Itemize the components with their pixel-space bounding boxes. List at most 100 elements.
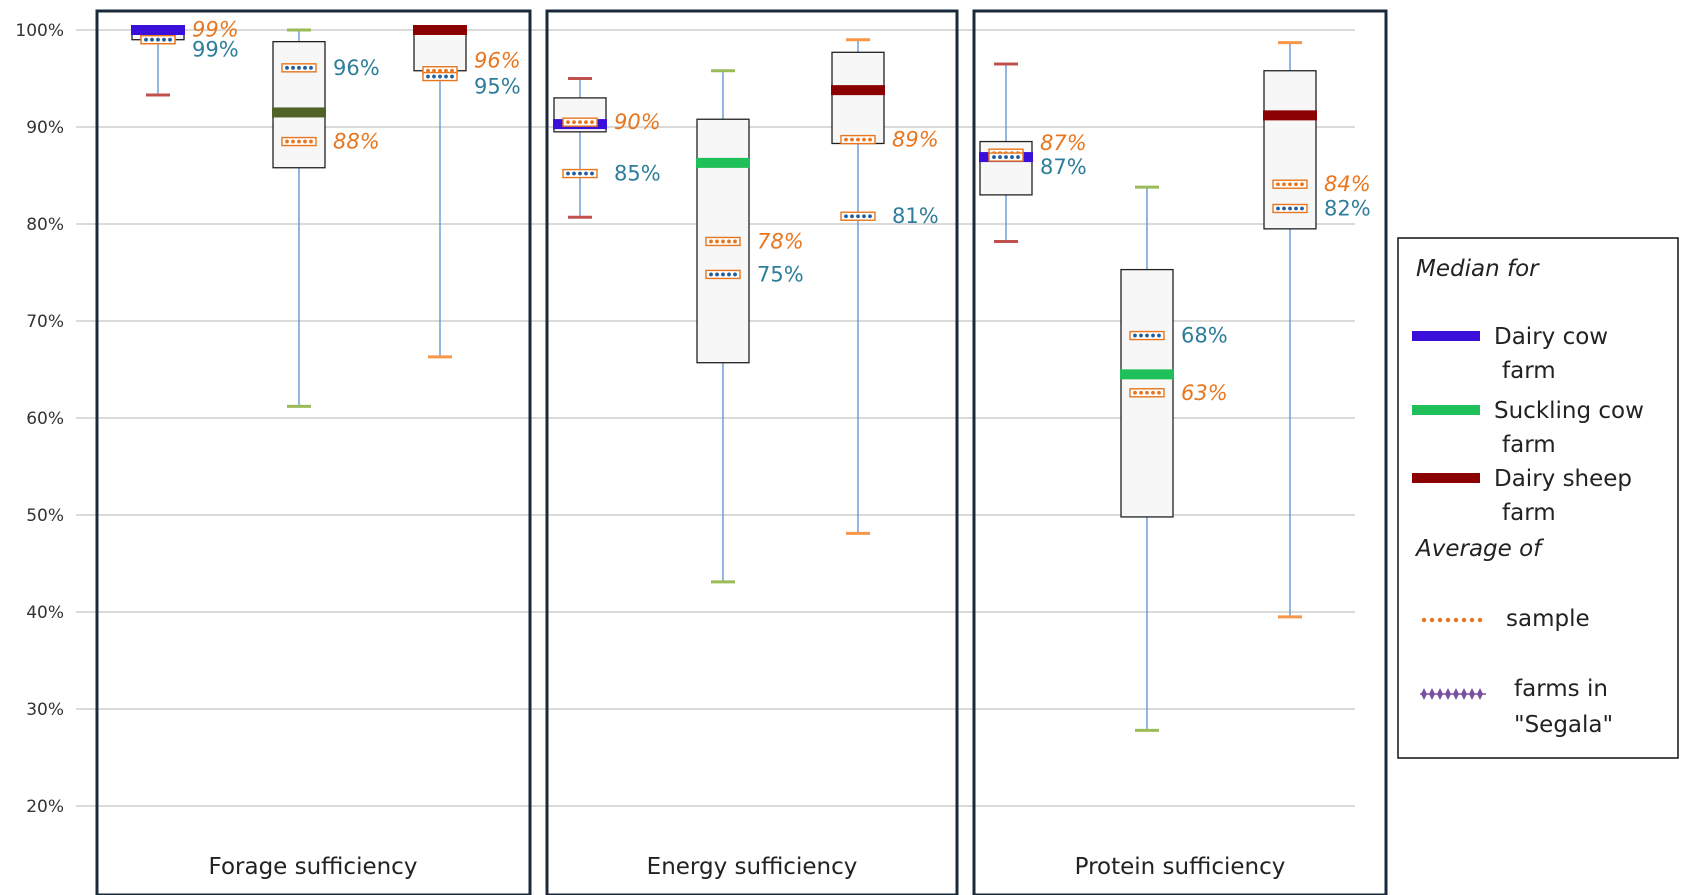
- marker-dot: [1300, 206, 1304, 211]
- marker-dot: [450, 68, 454, 73]
- segala-average-marker: [281, 63, 317, 73]
- legend-swatch: [1412, 405, 1480, 415]
- marker-dot: [1157, 333, 1161, 338]
- marker-dot: [297, 139, 301, 144]
- marker-dot: [1139, 333, 1143, 338]
- box-plot-2-1: 63% 68%: [1120, 185, 1228, 732]
- marker-dot: [1010, 155, 1014, 159]
- segala-average-label: 95%: [474, 75, 521, 99]
- marker-dot: [584, 120, 588, 125]
- panel-frame: [545, 9, 959, 895]
- legend-item-label: Dairy cow: [1494, 324, 1608, 350]
- marker-dot: [584, 171, 588, 176]
- legend-dot: [1429, 617, 1435, 623]
- marker-dot: [156, 37, 160, 42]
- marker-dot: [291, 65, 295, 70]
- sample-average-marker: [281, 136, 317, 147]
- marker-dot: [862, 214, 866, 219]
- marker-dot: [168, 37, 172, 42]
- segala-average-marker: [1272, 203, 1308, 214]
- legend-frame: [1397, 237, 1679, 759]
- marker-dot: [572, 171, 576, 176]
- segala-average-label: 87%: [1040, 155, 1087, 179]
- sample-average-marker: [562, 117, 598, 127]
- marker-dot: [1300, 182, 1304, 187]
- legend-diamond: [1421, 688, 1427, 700]
- marker-dot: [992, 155, 996, 159]
- legend-dot: [1469, 617, 1475, 623]
- marker-dot: [438, 68, 442, 73]
- segala-average-marker: [422, 71, 458, 82]
- marker-dot: [578, 120, 582, 125]
- marker-dot: [868, 137, 872, 142]
- legend-dot: [1453, 617, 1459, 623]
- box-rect: [831, 51, 885, 145]
- marker-dot: [309, 65, 313, 70]
- median-bar: [1120, 369, 1174, 380]
- marker-dot: [1294, 182, 1298, 187]
- marker-dot: [1133, 390, 1137, 395]
- marker-dot: [426, 68, 430, 73]
- legend-item-label: farms in: [1514, 676, 1608, 702]
- y-axis-tick-labels: 20% 30% 40% 50% 60% 70% 80% 90% 100%: [15, 21, 64, 817]
- median-bar: [272, 107, 326, 118]
- legend-diamond: [1445, 688, 1451, 700]
- box-plot-1-2: 89% 81%: [831, 38, 939, 535]
- marker-dot: [1288, 206, 1292, 211]
- sample-average-marker: [1129, 388, 1165, 398]
- marker-dot: [444, 68, 448, 73]
- segala-average-marker: [705, 269, 741, 280]
- sample-average-marker: [1272, 179, 1308, 189]
- legend-dot: [1461, 617, 1467, 623]
- median-bar: [413, 25, 467, 35]
- marker-dot: [1151, 390, 1155, 395]
- panel-label: Energy sufficiency: [647, 854, 858, 880]
- box-plot-2-2: 84%82%: [1263, 41, 1371, 619]
- marker-dot: [566, 120, 570, 125]
- segala-average-label: 85%: [614, 162, 661, 186]
- sample-average-label: 99%: [192, 18, 239, 42]
- marker-dot: [709, 272, 713, 277]
- box-plot-0-0: 99%99%: [131, 18, 239, 97]
- legend-item-label: sample: [1506, 606, 1590, 632]
- marker-dot: [150, 37, 154, 42]
- marker-dot: [733, 239, 737, 244]
- legend: Median for Dairy cow farm Suckling cow farm D…: [1397, 237, 1679, 759]
- panels: Forage sufficiency Energy sufficiency Prot…: [95, 9, 1388, 895]
- box-plot-1-0: 90% 85%: [553, 77, 661, 219]
- sample-average-marker: [705, 236, 741, 247]
- legend-dot: [1437, 617, 1443, 623]
- y-tick-label: 80%: [26, 215, 64, 235]
- sample-average-label: 84%: [1324, 172, 1371, 196]
- box-rect: [272, 40, 326, 169]
- marker-dot: [426, 74, 430, 79]
- marker-dot: [450, 74, 454, 79]
- sample-average-label: 89%: [892, 128, 939, 152]
- y-tick-label: 90%: [26, 118, 64, 138]
- legend-swatch: [1412, 473, 1480, 483]
- segala-average-marker: [1129, 330, 1165, 341]
- marker-dot: [444, 74, 448, 79]
- marker-dot: [727, 272, 731, 277]
- marker-dot: [1004, 155, 1008, 159]
- marker-dot: [1288, 182, 1292, 187]
- marker-dot: [303, 139, 307, 144]
- legend-item-label: "Segala": [1514, 712, 1613, 738]
- legend-dot: [1445, 617, 1451, 623]
- segala-average-label: 75%: [757, 262, 804, 286]
- legend-item-label: Suckling cow: [1494, 398, 1644, 424]
- marker-dot: [1133, 333, 1137, 338]
- marker-dot: [1151, 333, 1155, 338]
- marker-dot: [850, 137, 854, 142]
- marker-dot: [1157, 390, 1161, 395]
- marker-dot: [432, 74, 436, 79]
- segala-average-label: 82%: [1324, 196, 1371, 220]
- segala-average-marker: [562, 168, 598, 179]
- legend-segala-icon: [1420, 688, 1486, 700]
- marker-dot: [309, 139, 313, 144]
- legend-item-label: farm: [1502, 432, 1556, 458]
- y-tick-label: 50%: [26, 506, 64, 526]
- box-rect: [1263, 70, 1317, 230]
- box-plot-0-1: 88% 96%: [272, 28, 380, 408]
